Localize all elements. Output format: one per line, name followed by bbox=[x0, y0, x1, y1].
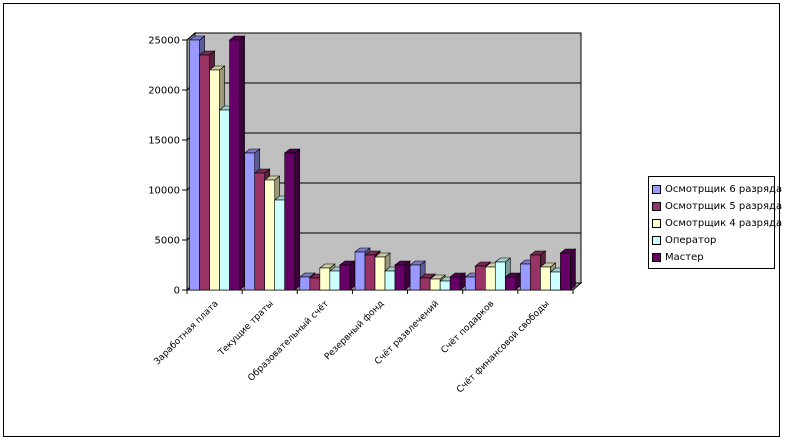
bar bbox=[464, 276, 476, 291]
bar-side bbox=[239, 35, 245, 291]
legend-label: Мастер bbox=[665, 252, 704, 263]
bar-side bbox=[294, 148, 301, 291]
bar bbox=[364, 254, 376, 291]
category-label: Заработная плата bbox=[153, 299, 221, 367]
bar bbox=[199, 54, 210, 291]
category-label: Счёт развлечений bbox=[373, 299, 441, 367]
bar bbox=[319, 267, 331, 291]
legend-swatch bbox=[652, 202, 661, 211]
legend-item: Осмотрщик 6 разряда bbox=[652, 181, 782, 198]
bar bbox=[254, 172, 266, 291]
bar bbox=[209, 69, 220, 291]
legend-swatch bbox=[652, 185, 661, 194]
bar bbox=[229, 39, 240, 291]
bar bbox=[394, 264, 406, 291]
bar bbox=[520, 263, 531, 291]
bar bbox=[409, 264, 421, 291]
bar bbox=[419, 277, 431, 291]
legend-item: Осмотрщик 5 разряда bbox=[652, 198, 782, 215]
legend-swatch bbox=[652, 253, 661, 262]
bar bbox=[264, 179, 276, 291]
bar bbox=[494, 261, 506, 291]
bar bbox=[219, 109, 230, 291]
chart-legend: Осмотрщик 6 разряда Осмотрщик 5 разряда Ос… bbox=[648, 176, 782, 269]
legend-swatch bbox=[652, 236, 661, 245]
bar bbox=[384, 270, 396, 291]
y-tick-label: 0 bbox=[174, 286, 180, 297]
bar bbox=[329, 270, 341, 291]
legend-label: Осмотрщик 6 разряда bbox=[665, 184, 783, 195]
bar-side bbox=[570, 248, 576, 291]
bar bbox=[354, 251, 366, 291]
bar-side bbox=[404, 260, 411, 291]
bar bbox=[530, 254, 541, 291]
bar bbox=[550, 271, 561, 291]
category-label: Счёт подарков bbox=[440, 299, 497, 356]
bar bbox=[274, 199, 286, 291]
bar bbox=[299, 276, 311, 291]
category-label: Счёт финансовой свободы bbox=[455, 299, 551, 395]
y-tick-label: 20000 bbox=[148, 86, 180, 97]
category-label: Резервный фонд bbox=[323, 299, 386, 362]
y-tick-label: 5000 bbox=[155, 236, 180, 247]
bar bbox=[339, 264, 351, 291]
bar bbox=[244, 152, 256, 291]
category-label: Текущие траты bbox=[216, 299, 276, 359]
legend-label: Осмотрщик 4 разряда bbox=[665, 218, 783, 229]
bar bbox=[540, 266, 551, 291]
y-tick-label: 10000 bbox=[148, 186, 180, 197]
bar-side bbox=[349, 260, 356, 291]
bar bbox=[439, 280, 451, 291]
gridline-25000 bbox=[186, 32, 581, 41]
bar bbox=[374, 256, 386, 291]
bar bbox=[449, 276, 461, 291]
bar bbox=[284, 152, 296, 291]
bar bbox=[560, 252, 571, 291]
y-tick-label: 15000 bbox=[148, 136, 180, 147]
bar bbox=[189, 39, 200, 291]
y-tick-label: 25000 bbox=[148, 36, 180, 47]
legend-item: Мастер bbox=[652, 249, 774, 266]
legend-swatch bbox=[652, 219, 661, 228]
bar bbox=[474, 265, 486, 291]
legend-label: Осмотрщик 5 разряда bbox=[665, 201, 783, 212]
bar bbox=[484, 266, 496, 291]
bar bbox=[504, 276, 516, 291]
legend-label: Оператор bbox=[665, 235, 717, 246]
legend-item: Оператор bbox=[652, 232, 774, 249]
legend-item: Осмотрщик 4 разряда bbox=[652, 215, 782, 232]
bar bbox=[309, 277, 321, 291]
bar bbox=[429, 278, 441, 291]
